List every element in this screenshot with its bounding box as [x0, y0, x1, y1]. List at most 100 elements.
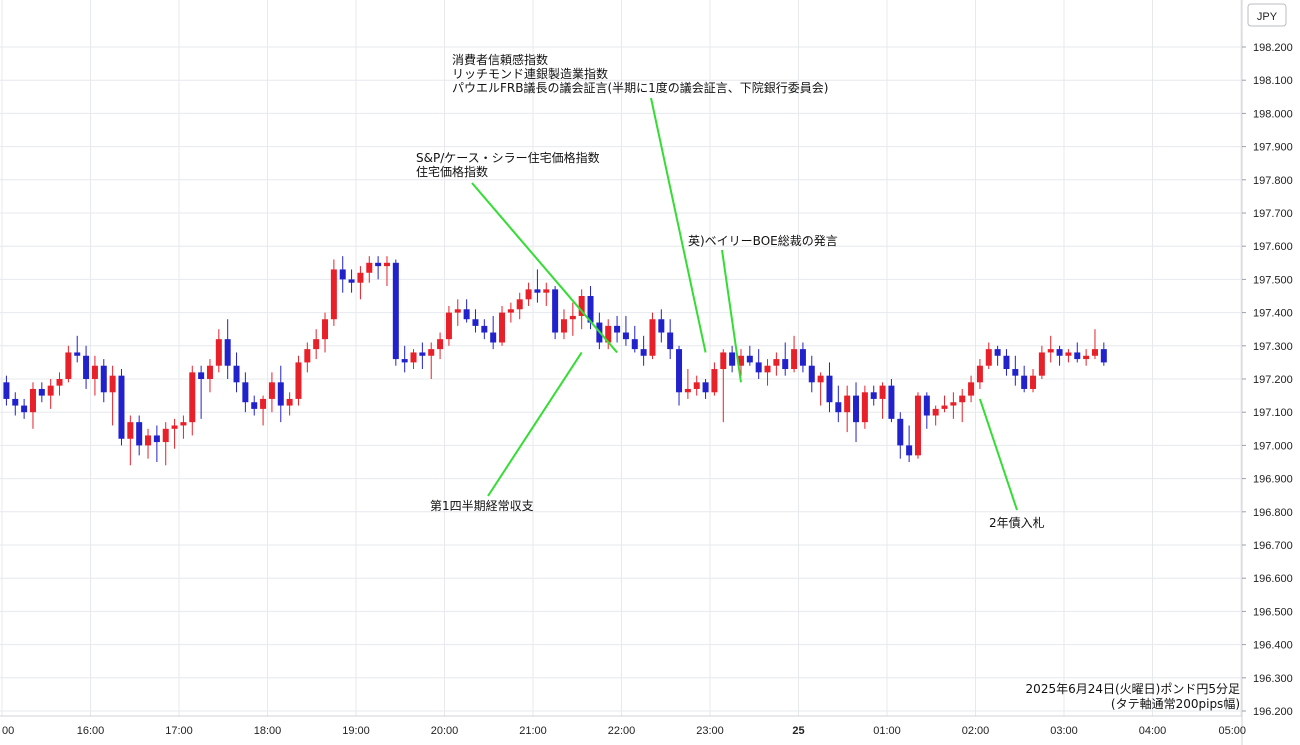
candle-body: [720, 352, 727, 370]
annotation-leader-line: [487, 351, 583, 497]
candle: [392, 259, 399, 366]
candle-body: [313, 339, 320, 350]
candle: [861, 385, 868, 429]
candle: [693, 375, 700, 396]
candle-body: [437, 339, 444, 350]
candle-body: [737, 355, 744, 366]
candle: [206, 359, 213, 393]
candle: [720, 349, 727, 423]
candle: [277, 365, 284, 423]
annotation-boe: 英)ベイリーBOE総裁の発言: [688, 234, 838, 248]
candle-body: [1003, 355, 1010, 370]
x-tick-label: 03:00: [1050, 725, 1078, 737]
candle-body: [649, 319, 656, 356]
candle: [507, 302, 514, 323]
candle-body: [472, 319, 479, 326]
annotation-text: パウエルFRB議長の議会証言(半期に1度の議会証言、下院銀行委員会): [452, 80, 828, 95]
candle-body: [180, 422, 187, 426]
x-tick-label: 00: [2, 725, 14, 737]
x-tick-label: 25: [792, 725, 804, 737]
candle-body: [29, 388, 36, 413]
x-tick-label: 20:00: [431, 725, 459, 737]
candle: [295, 355, 302, 406]
candle: [366, 256, 373, 283]
candle-body: [729, 352, 736, 366]
candle: [560, 309, 567, 340]
candle-body: [844, 395, 851, 413]
annotation-leader-line: [978, 398, 1018, 511]
candle-body: [605, 325, 612, 343]
candle-body: [578, 296, 585, 316]
annotation-text: 消費者信頼感指数: [452, 52, 548, 67]
annotation-text: 第1四半期経常収支: [430, 499, 534, 513]
candle: [808, 355, 815, 393]
candle: [622, 315, 629, 346]
y-tick-label: 197.200: [1253, 374, 1293, 386]
candle: [136, 415, 143, 456]
candle-body: [693, 382, 700, 389]
y-tick-label: 198.100: [1253, 75, 1293, 87]
candle-body: [251, 402, 258, 409]
candle: [764, 359, 771, 386]
candle-body: [490, 332, 497, 343]
candle-body: [755, 362, 762, 373]
y-tick-label: 196.300: [1253, 673, 1293, 685]
candle-body: [3, 382, 10, 399]
candle-body: [348, 279, 355, 283]
candle: [870, 385, 877, 406]
candle: [65, 345, 72, 383]
x-tick-label: 05:00: [1218, 725, 1246, 737]
candle-body: [268, 382, 275, 399]
candle: [888, 379, 895, 423]
candle-body: [136, 422, 143, 446]
candle-body: [189, 372, 196, 423]
candle: [799, 342, 806, 373]
candle: [29, 382, 36, 429]
candle: [534, 269, 541, 303]
candle: [100, 359, 107, 403]
candle-body: [888, 385, 895, 419]
candle-body: [91, 365, 98, 379]
candle: [499, 305, 506, 346]
candle-body: [330, 269, 337, 320]
candle-body: [304, 349, 311, 363]
candle-body: [808, 365, 815, 383]
candle: [1065, 349, 1072, 363]
annotation-lines: [471, 97, 1018, 511]
candle: [260, 395, 267, 426]
candle: [923, 392, 930, 429]
candle-body: [383, 262, 390, 267]
candle: [844, 385, 851, 433]
candle-body: [799, 349, 806, 366]
candle: [339, 256, 346, 293]
candle: [357, 266, 364, 300]
candle-body: [932, 408, 939, 416]
candle: [994, 345, 1001, 366]
candle-body: [552, 289, 559, 333]
candle: [1091, 329, 1098, 360]
y-tick-label: 196.400: [1253, 640, 1293, 652]
annotation-text: S&P/ケース・シラー住宅価格指数: [416, 150, 600, 165]
candle: [127, 415, 134, 466]
candle-body: [560, 319, 567, 333]
x-tick-label: 17:00: [165, 725, 193, 737]
candle-body: [366, 262, 373, 273]
candle: [1003, 349, 1010, 376]
candle: [1021, 365, 1028, 393]
candle: [950, 392, 957, 419]
candle: [481, 319, 488, 340]
candle-body: [215, 339, 222, 366]
y-tick-label: 196.200: [1253, 706, 1293, 718]
candle: [976, 359, 983, 389]
candle: [428, 342, 435, 379]
candle-body: [118, 375, 125, 439]
candle-body: [543, 289, 550, 293]
candle: [746, 345, 753, 366]
candle: [47, 379, 54, 409]
candle: [1012, 355, 1019, 386]
candle: [401, 345, 408, 373]
candle: [91, 355, 98, 396]
annotation-powell: 消費者信頼感指数 リッチモンド連銀製造業指数 パウエルFRB議長の議会証言(半期…: [452, 52, 828, 95]
